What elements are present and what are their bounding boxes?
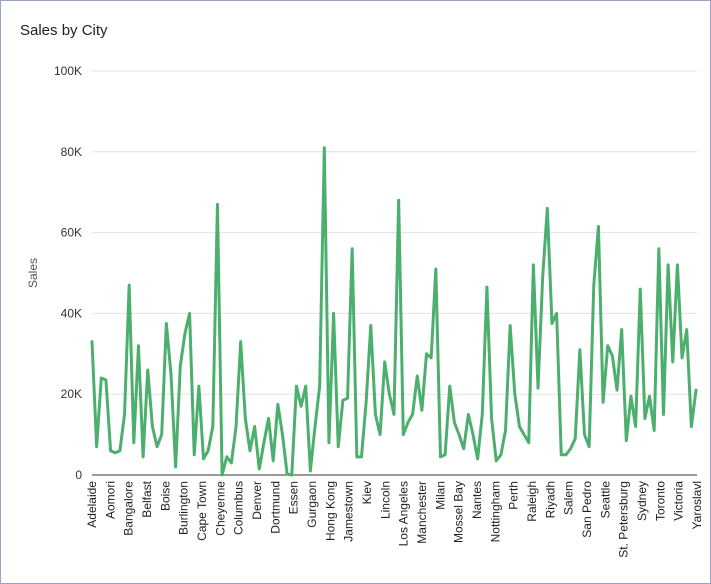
x-tick-label: Cape Town xyxy=(195,481,209,541)
x-tick-label: Nottingham xyxy=(488,481,502,542)
x-tick-label: Hong Kong xyxy=(323,481,337,541)
x-tick-label: Riyadh xyxy=(543,481,557,518)
x-axis-tick-labels: Adelaide Aomori Bangalore Belfast Boise Burli… xyxy=(85,480,704,557)
x-tick-label: Los Angeles xyxy=(397,481,411,546)
y-tick-label: 60K xyxy=(61,226,82,240)
x-tick-label: Nantes xyxy=(470,481,484,519)
chart-title: Sales by City xyxy=(20,22,108,39)
x-tick-label: Belfast xyxy=(140,480,154,517)
y-tick-label: 0 xyxy=(75,468,82,482)
gridlines xyxy=(92,70,697,476)
x-tick-label: Jamestown xyxy=(342,481,356,542)
y-tick-label: 100K xyxy=(54,64,82,78)
x-tick-label: Burlington xyxy=(177,481,191,535)
x-tick-label: Boise xyxy=(158,481,172,511)
y-tick-label: 40K xyxy=(61,306,82,320)
x-tick-label: Columbus xyxy=(232,481,246,535)
x-tick-label: Victoria xyxy=(672,481,686,521)
x-tick-label: Manchester xyxy=(415,481,429,544)
x-tick-label: Perth xyxy=(507,481,521,510)
x-tick-label: Yaroslavl xyxy=(690,481,704,529)
x-tick-label: Bangalore xyxy=(122,481,136,536)
x-tick-label: Salem xyxy=(562,481,576,515)
x-tick-label: St. Petersburg xyxy=(617,481,631,558)
x-tick-label: Raleigh xyxy=(525,481,539,522)
x-tick-label: Kiev xyxy=(360,481,374,504)
x-tick-label: Mossel Bay xyxy=(452,481,466,543)
x-tick-label: Adelaide xyxy=(85,481,99,528)
x-tick-label: Aomori xyxy=(103,481,117,519)
x-tick-label: Sydney xyxy=(635,481,649,521)
x-tick-label: Toronto xyxy=(653,481,667,521)
y-tick-label: 80K xyxy=(61,145,82,159)
sales-series-line xyxy=(90,146,698,477)
y-axis-label: Sales xyxy=(26,258,40,288)
y-tick-label: 20K xyxy=(61,387,82,401)
x-tick-label: Essen xyxy=(287,481,301,514)
x-tick-label: Dortmund xyxy=(268,481,282,534)
x-tick-label: Gurgaon xyxy=(305,481,319,528)
x-tick-label: Lincoln xyxy=(378,481,392,519)
x-tick-label: Seattle xyxy=(598,481,612,519)
x-tick-label: San Pedro xyxy=(580,481,594,538)
y-axis-ticks: 0 20K 40K 60K 80K 100K xyxy=(54,64,82,482)
x-tick-label: Milan xyxy=(433,481,447,510)
x-tick-label: Denver xyxy=(250,481,264,520)
x-tick-label: Cheyenne xyxy=(213,481,227,536)
